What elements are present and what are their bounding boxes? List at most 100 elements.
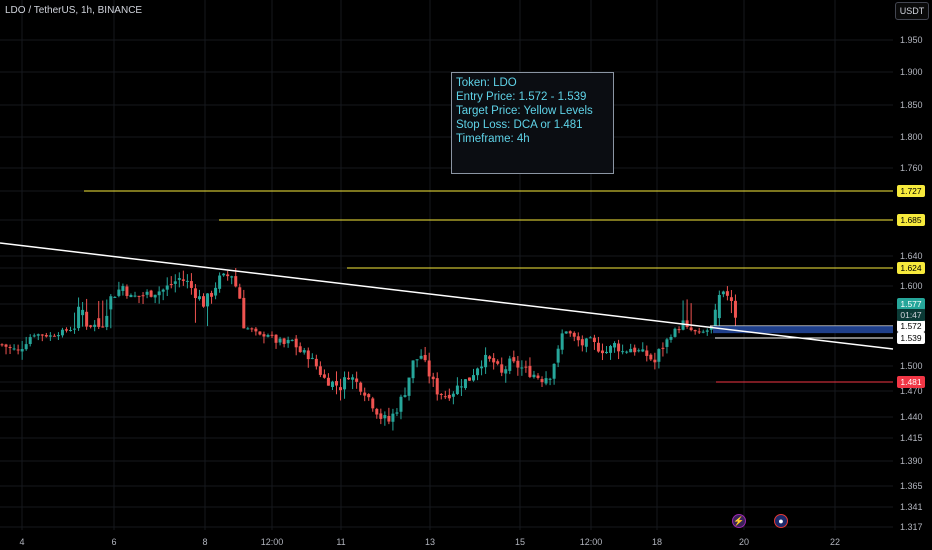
candle-body [713,309,717,328]
candle-body [673,328,677,337]
candle-body [302,350,306,353]
currency-button[interactable]: USDT [895,2,929,20]
candle-body [202,296,205,307]
candle-body [250,328,254,330]
candle-body [226,274,230,277]
candle-body [363,392,367,396]
candle-body [16,349,20,351]
candle-body [580,339,584,346]
candle-body [343,377,347,390]
candle-body [375,408,379,415]
candle-body [145,291,149,295]
price-axis-label: 1.950 [900,35,923,45]
candle-body [12,348,16,350]
candle-body [681,320,685,330]
candle-body [520,367,524,369]
candle-body [697,331,701,333]
price-axis-label: 1.850 [900,100,923,110]
candle-body [472,375,476,381]
candle-body [431,376,435,380]
time-axis-label: 20 [738,537,750,547]
candle-body [572,332,576,337]
candle-body [238,287,242,299]
time-axis-label: 13 [424,537,436,547]
candle-body [532,374,536,378]
candle-body [685,320,689,327]
candle-body [605,351,608,354]
candle-body [278,338,282,343]
candle-body [129,295,133,298]
trade-info-box[interactable]: Token: LDO Entry Price: 1.572 - 1.539 Ta… [451,72,614,174]
candle-body [218,275,222,289]
entry-price-tag: 1.572 [897,320,925,332]
candle-body [69,330,73,332]
candle-body [40,334,44,336]
candle-body [189,281,193,288]
candle-body [701,331,705,333]
candle-body [48,335,52,337]
candle-body [387,415,391,422]
candle-body [709,327,713,330]
candle-body [242,297,246,329]
candle-body [548,378,552,380]
candle-body [399,396,403,412]
price-axis-label: 1.317 [900,522,923,532]
candle-body [407,377,411,396]
grid-lines [0,0,893,530]
candle-body [355,378,359,382]
candle-body [617,343,621,352]
candle-body [32,335,36,337]
time-axis-label: 18 [651,537,663,547]
candle-body [528,365,532,377]
candle-body [274,334,278,343]
candle-body [633,347,637,353]
candle-body [89,325,93,327]
candle-body [246,328,250,330]
price-axis-label: 1.415 [900,433,923,443]
candle-body [411,360,415,379]
candle-body [467,377,471,381]
candle-body [556,348,560,363]
candle-body [423,354,427,361]
candle-body [641,349,645,352]
us-flag-event-icon[interactable]: ● [774,514,788,528]
candle-body [73,328,77,330]
time-axis-label: 4 [19,537,25,547]
candle-body [24,344,28,350]
candle-body [339,387,343,391]
candle-body [133,295,137,297]
candle-body [657,349,661,362]
candle-body [206,293,210,307]
candle-body [28,337,32,344]
candle-body [379,413,383,419]
candle-body [693,330,697,332]
candle-body [367,394,371,398]
candle-body [552,363,556,379]
candle-body [169,284,173,286]
candle-body [451,393,455,397]
lightning-event-icon[interactable]: ⚡ [732,514,746,528]
candle-body [326,377,330,386]
candle-body [492,358,496,363]
candle-body [395,412,399,414]
candle-body [318,366,322,375]
candle-body [64,329,68,331]
candle-countdown-tag: 01:47 [897,309,925,321]
candle-body [443,396,447,398]
candle-body [584,338,588,347]
candle-body [500,364,504,373]
candle-body [290,339,294,341]
candle-body [234,276,238,287]
candle-body [149,290,153,297]
candle-body [105,315,109,328]
candle-body [403,395,407,397]
candle-body [645,350,649,356]
candle-body [459,386,463,388]
time-axis-label: 22 [829,537,841,547]
candle-body [44,334,48,337]
candle-body [721,291,725,295]
price-axis-label: 1.640 [900,251,923,261]
candle-body [20,349,24,352]
